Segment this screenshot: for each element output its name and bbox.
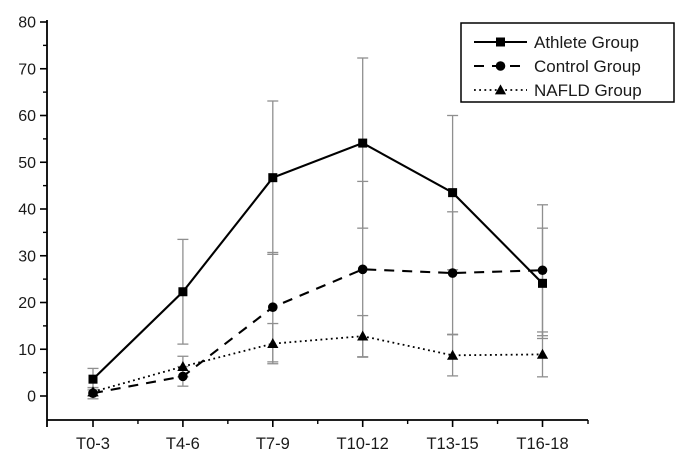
- square-marker: [178, 287, 188, 297]
- error-bars-nafld-group: [87, 314, 548, 397]
- series-athlete-group: [88, 138, 547, 384]
- y-tick-label: 0: [27, 389, 36, 406]
- series-control-group: [88, 264, 548, 398]
- square-marker: [538, 278, 547, 288]
- circle-marker: [447, 268, 458, 278]
- y-tick-label: 40: [18, 202, 36, 219]
- triangle-marker: [536, 348, 549, 359]
- error-bars-athlete-group: [87, 57, 548, 391]
- axes: 0 10 20 30 40 50 60 70 80 T0-3 T4-6 T7-9 T10-12 T13-1…: [18, 15, 589, 453]
- square-marker: [496, 37, 505, 47]
- triangle-marker: [494, 84, 507, 95]
- series-line: [92, 335, 543, 393]
- circle-marker: [178, 371, 188, 382]
- legend-label: Control Group: [534, 57, 641, 76]
- triangle-marker: [177, 360, 189, 371]
- x-tick-label: T7-9: [256, 435, 290, 453]
- triangle-marker: [87, 386, 99, 397]
- circle-marker: [537, 265, 548, 276]
- y-tick-label: 80: [18, 15, 36, 32]
- legend-entry-athlete-group: Athlete Group: [474, 33, 639, 52]
- triangle-marker: [357, 330, 369, 341]
- circle-marker: [357, 264, 368, 275]
- y-tick-label: 70: [18, 61, 36, 78]
- triangle-marker: [267, 338, 279, 349]
- y-tick-label: 50: [18, 155, 36, 172]
- legend-entry-nafld-group: NAFLD Group: [474, 81, 642, 100]
- y-tick-label: 20: [18, 295, 36, 312]
- legend-box: [460, 22, 675, 103]
- error-bars-control-group: [87, 180, 548, 400]
- series-line: [92, 268, 543, 395]
- legend: Athlete Group Control Group NAFLD Group: [460, 22, 675, 103]
- series-nafld-group: [87, 330, 549, 397]
- x-tick-label: T0-3: [76, 435, 110, 453]
- x-tick-label: T13-15: [426, 435, 478, 453]
- square-marker: [88, 374, 98, 384]
- circle-marker: [495, 61, 506, 71]
- y-tick-label: 10: [18, 342, 36, 359]
- legend-label: NAFLD Group: [534, 81, 642, 100]
- series-line: [92, 141, 544, 380]
- circle-marker: [268, 302, 278, 312]
- square-marker: [358, 138, 368, 148]
- x-tick-label: T10-12: [337, 435, 389, 453]
- square-marker: [448, 188, 458, 198]
- legend-label: Athlete Group: [534, 33, 639, 52]
- legend-entry-control-group: Control Group: [474, 57, 641, 76]
- triangle-marker: [447, 349, 459, 360]
- x-tick-label: T4-6: [166, 435, 200, 453]
- y-tick-label: 30: [18, 248, 36, 265]
- x-tick-label: T16-18: [516, 435, 568, 453]
- y-tick-label: 60: [18, 108, 36, 125]
- square-marker: [268, 173, 278, 183]
